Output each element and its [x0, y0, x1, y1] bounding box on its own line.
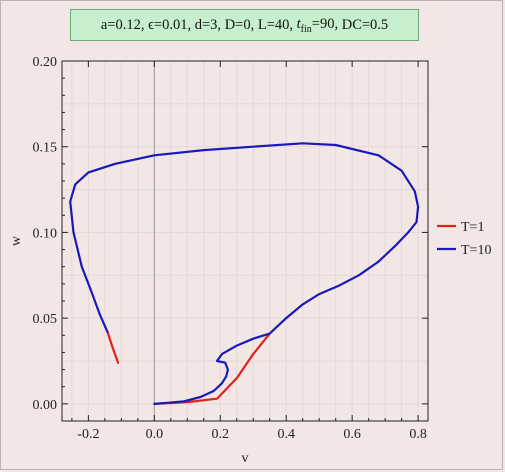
grid: [62, 60, 428, 421]
y-axis-label: w: [9, 235, 24, 246]
param-d: d=3,: [194, 16, 222, 33]
series-t1-line-1: [153, 332, 271, 405]
y-tick-label: 0.10: [33, 226, 58, 241]
param-tfin-value: =90,: [311, 15, 339, 32]
series-t10-line-0: [69, 142, 420, 405]
plot-frame: [61, 60, 429, 422]
param-D: D=0,: [224, 16, 255, 33]
parameter-box: a=0.12, ϵ=0.01, d=3, D=0, L=40, tfin=90,…: [70, 9, 419, 41]
ticks: -0.2 0.0 0.2 0.4 0.6 0.8 0.00 0.05 0.10 0.15 0.20: [33, 55, 428, 442]
y-tick-label: 0.00: [33, 398, 58, 413]
x-tick-label: 0.8: [409, 427, 427, 442]
param-tfin: tfin=90,: [297, 16, 338, 35]
param-tfin-symbol: t: [296, 15, 301, 32]
x-tick-label: -0.2: [77, 427, 99, 442]
y-tick-label: 0.15: [33, 141, 58, 156]
x-tick-label: 0.2: [212, 427, 230, 442]
y-tick-label: 0.05: [33, 312, 58, 327]
series-t1-line-0: [106, 330, 120, 364]
x-tick-label: 0.0: [146, 427, 164, 442]
x-tick-label: 0.6: [343, 427, 361, 442]
legend-label-t1: T=1: [461, 220, 484, 235]
param-DC: DC=0.5: [341, 16, 389, 33]
curves: [69, 142, 420, 405]
x-axis-label: v: [242, 451, 249, 466]
param-a: a=0.12,: [100, 16, 145, 33]
x-tick-label: 0.4: [277, 427, 295, 442]
legend: T=1 T=10: [437, 220, 491, 258]
param-L: L=40,: [257, 16, 294, 33]
param-tfin-subscript: fin: [300, 23, 312, 35]
param-epsilon: ϵ=0.01,: [148, 16, 192, 33]
legend-label-t10: T=10: [461, 243, 491, 258]
y-tick-label: 0.20: [33, 55, 58, 70]
